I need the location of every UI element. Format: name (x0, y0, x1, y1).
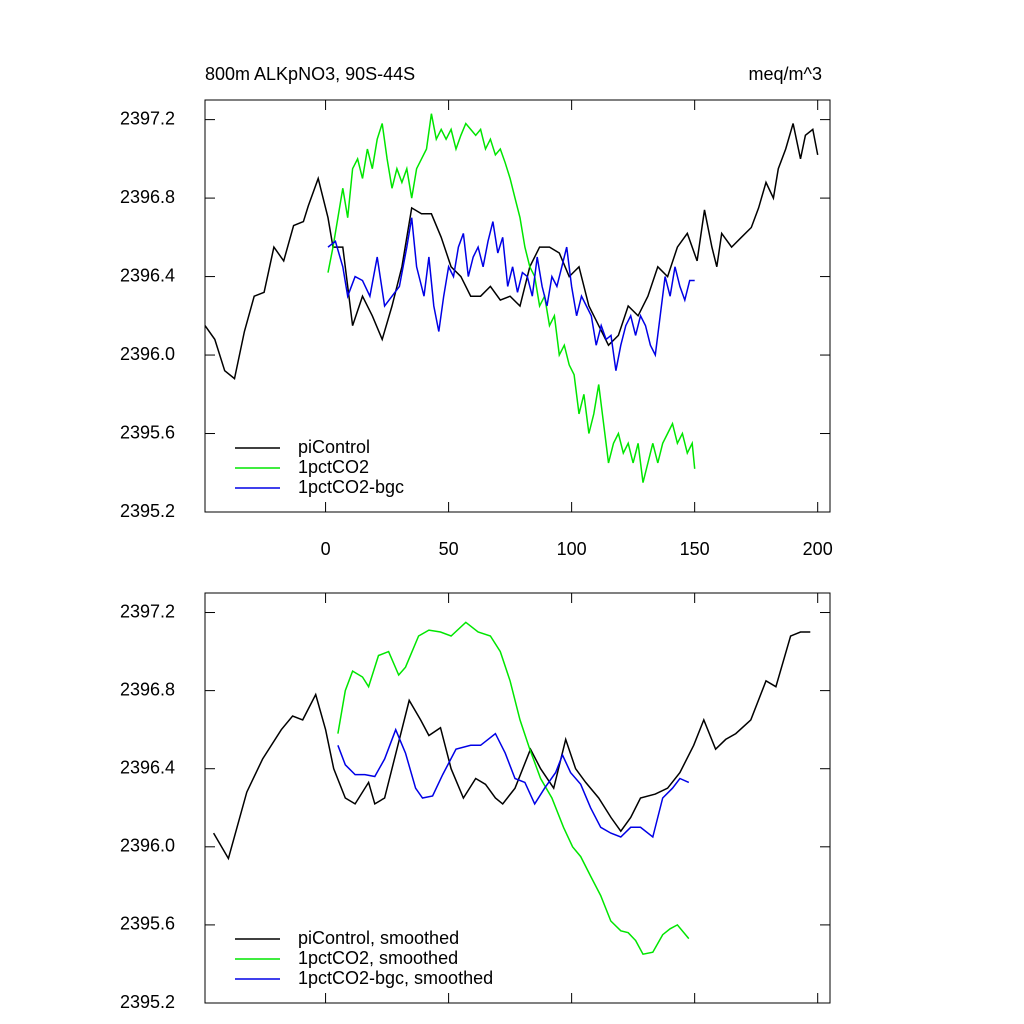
plot-frame (204, 99, 831, 513)
y-tick-label: 2397.2 (120, 601, 175, 621)
legend-label: 1pctCO2-bgc (298, 477, 404, 497)
y-tick-label: 2395.6 (120, 914, 175, 934)
series-line (212, 631, 811, 861)
series-line (204, 123, 819, 380)
y-tick-label: 2396.4 (120, 757, 175, 777)
y-tick-label: 2395.6 (120, 422, 175, 442)
plot-frame (204, 592, 831, 1004)
x-tick-label: 50 (439, 539, 459, 559)
x-tick-label: 150 (680, 539, 710, 559)
series-line (327, 217, 695, 371)
legend-label: 1pctCO2, smoothed (298, 948, 458, 968)
y-tick-label: 2396.4 (120, 265, 175, 285)
legend-label: piControl, smoothed (298, 928, 459, 948)
y-tick-label: 2396.0 (120, 344, 175, 364)
x-tick-label: 100 (557, 539, 587, 559)
y-tick-label: 2395.2 (120, 992, 175, 1012)
y-tick-label: 2395.2 (120, 501, 175, 521)
series-line (337, 621, 690, 956)
y-tick-label: 2396.8 (120, 679, 175, 699)
x-tick-label: 0 (321, 539, 331, 559)
legend-label: 1pctCO2 (298, 457, 369, 477)
series-line (337, 727, 690, 839)
chart-title: 800m ALKpNO3, 90S-44S (205, 64, 415, 84)
legend-label: piControl (298, 437, 370, 457)
y-tick-label: 2396.8 (120, 187, 175, 207)
y-tick-label: 2396.0 (120, 836, 175, 856)
y-tick-label: 2397.2 (120, 108, 175, 128)
series-line (327, 113, 696, 483)
legend-label: 1pctCO2-bgc, smoothed (298, 968, 493, 988)
units-label: meq/m^3 (749, 64, 822, 84)
x-tick-label: 200 (803, 539, 833, 559)
